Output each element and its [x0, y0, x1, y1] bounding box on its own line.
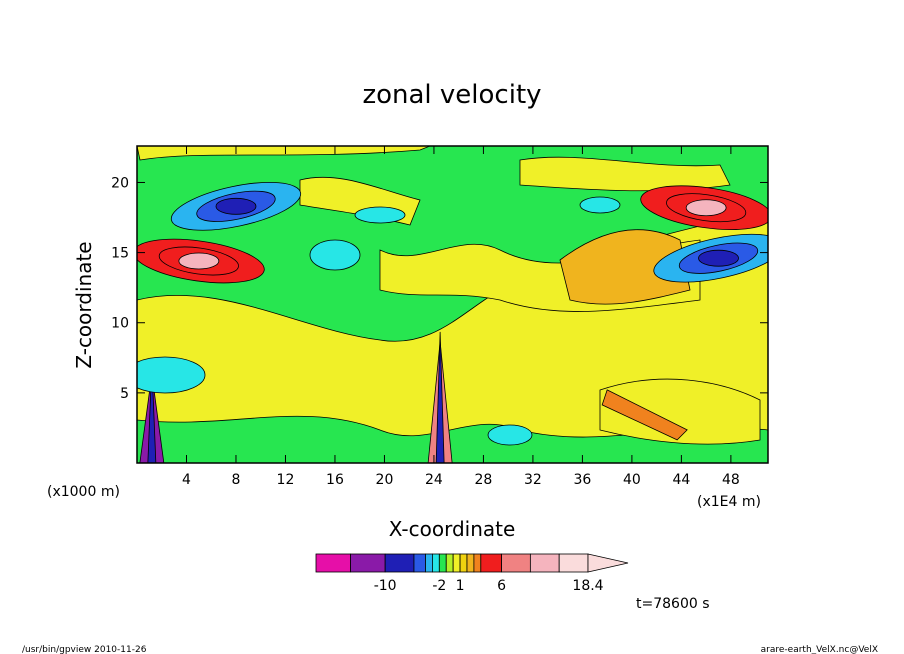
x-axis: 4 8 12 16 20 24 28 32 36 40 44 48	[182, 146, 740, 488]
feature-patch	[579, 196, 621, 214]
colorbar-cell	[529, 553, 560, 573]
feature-patch	[309, 239, 361, 271]
field-features	[137, 182, 768, 463]
y-tick-label: 10	[111, 316, 129, 332]
y-tick-label: 15	[111, 246, 129, 262]
field-band	[559, 229, 691, 305]
plot-frame	[136, 145, 769, 464]
x-tick-label: 24	[425, 472, 443, 488]
colorbar-ticks: -10 -2 1 6 18.4	[374, 578, 604, 594]
feature-core	[698, 249, 739, 267]
feature-column-core	[147, 364, 157, 463]
colorbar-cell	[315, 553, 351, 573]
colorbar-cell	[350, 553, 386, 573]
y-tick-label: 20	[111, 175, 129, 191]
chart-title: zonal velocity	[362, 80, 541, 110]
y-axis: 5 10 15 20	[111, 175, 768, 402]
x-tick-label: 4	[182, 472, 191, 488]
x-axis-label: X-coordinate	[389, 517, 516, 541]
footer-right: arare-earth_VelX.nc@VelX	[761, 645, 878, 654]
field-band	[519, 156, 731, 192]
y-tick-label: 5	[120, 386, 129, 402]
colorbar	[315, 553, 629, 573]
x-axis-unit: (x1E4 m)	[697, 494, 761, 510]
time-label: t=78600 s	[636, 596, 710, 612]
colorbar-cell	[445, 553, 454, 573]
field-band	[137, 146, 431, 161]
feature-column-core	[435, 331, 445, 463]
colorbar-tick-label: 6	[497, 578, 506, 594]
velocity-field	[137, 146, 768, 463]
y-axis-unit: (x1000 m)	[47, 484, 120, 500]
colorbar-cell	[432, 553, 440, 573]
x-tick-label: 32	[524, 472, 542, 488]
x-tick-label: 40	[623, 472, 641, 488]
colorbar-cell	[413, 553, 426, 573]
colorbar-cell	[558, 553, 589, 573]
feature-patch	[487, 424, 533, 446]
colorbar-cell	[466, 553, 475, 573]
colorbar-tick-label: 1	[456, 578, 465, 594]
y-axis-label: Z-coordinate	[72, 241, 96, 368]
footer-left: /usr/bin/gpview 2010-11-26	[22, 645, 147, 654]
colorbar-cell	[438, 553, 447, 573]
feature-patch	[354, 206, 406, 224]
colorbar-tick-label: 18.4	[572, 578, 603, 594]
field-band	[599, 378, 761, 445]
x-tick-label: 20	[376, 472, 394, 488]
x-tick-label: 28	[475, 472, 493, 488]
feature-core	[178, 252, 220, 270]
colorbar-arrow	[587, 553, 629, 573]
feature-core	[215, 197, 257, 215]
x-tick-label: 16	[326, 472, 344, 488]
x-tick-label: 12	[277, 472, 295, 488]
colorbar-cell	[459, 553, 468, 573]
x-tick-label: 8	[232, 472, 241, 488]
colorbar-cell	[480, 553, 502, 573]
feature-band	[601, 389, 688, 441]
x-tick-label: 36	[573, 472, 591, 488]
colorbar-tick-label: -2	[432, 578, 446, 594]
colorbar-cell	[501, 553, 531, 573]
colorbar-cell	[452, 553, 461, 573]
feature-patch	[137, 356, 206, 394]
colorbar-cell	[384, 553, 415, 573]
x-tick-label: 44	[672, 472, 690, 488]
x-tick-label: 48	[722, 472, 740, 488]
colorbar-cell	[473, 553, 482, 573]
feature-core	[685, 199, 727, 217]
colorbar-cell	[425, 553, 433, 573]
colorbar-tick-label: -10	[374, 578, 397, 594]
